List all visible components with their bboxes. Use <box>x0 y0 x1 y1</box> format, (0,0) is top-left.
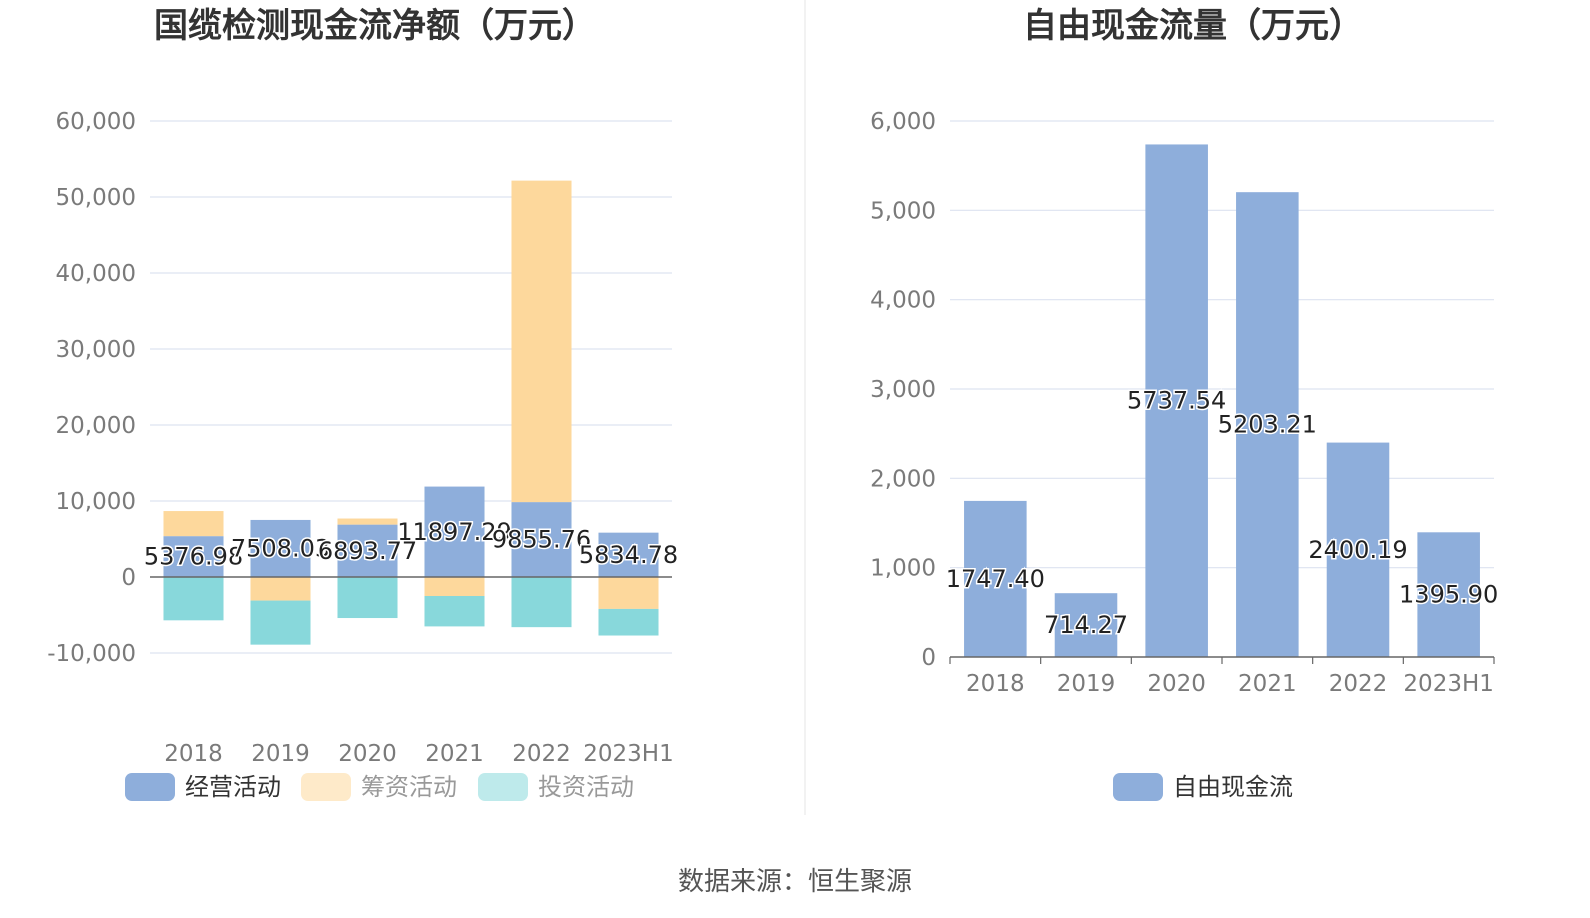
left-chart-title: 国缆检测现金流净额（万元） <box>154 6 596 46</box>
bar-series-1 <box>337 518 398 525</box>
x-tick-label: 2022 <box>512 741 571 767</box>
bar-primary <box>1236 192 1299 657</box>
bar-series-2 <box>337 577 398 619</box>
x-tick-label: 2022 <box>1329 671 1388 697</box>
x-tick-label: 2019 <box>251 741 310 767</box>
y-tick-label: 2,000 <box>870 466 936 492</box>
bar-series-2 <box>598 608 659 636</box>
left-legend: 经营活动 筹资活动 投资活动 <box>125 773 634 801</box>
x-tick-label: 2020 <box>1147 671 1206 697</box>
x-tick-label: 2021 <box>1238 671 1297 697</box>
bar-series-2 <box>424 596 485 627</box>
data-label: 11897.29 <box>397 518 512 546</box>
x-tick-label: 2021 <box>425 741 484 767</box>
x-tick-label: 2018 <box>966 671 1025 697</box>
y-tick-label: 0 <box>121 565 136 591</box>
legend-swatch[interactable] <box>301 773 351 801</box>
x-tick-label: 2023H1 <box>583 741 673 767</box>
bar-primary <box>1326 442 1390 657</box>
data-label: 5834.78 <box>579 541 678 569</box>
bar-series-2 <box>163 577 224 621</box>
bar-series-1 <box>511 180 572 503</box>
data-label: 7508.03 <box>231 534 330 562</box>
y-tick-label: 0 <box>921 645 936 671</box>
legend-swatch[interactable] <box>1113 773 1163 801</box>
y-tick-label: 40,000 <box>56 261 136 287</box>
x-tick-label: 2019 <box>1057 671 1116 697</box>
legend-label[interactable]: 投资活动 <box>538 773 634 801</box>
legend-label[interactable]: 自由现金流 <box>1173 773 1293 801</box>
data-source: 数据来源：恒生聚源 <box>678 867 912 897</box>
data-label: 6893.77 <box>318 537 417 565</box>
data-label: 714.27 <box>1044 611 1128 639</box>
bar-series-1 <box>163 511 224 537</box>
y-tick-label: 20,000 <box>56 413 136 439</box>
legend-label[interactable]: 筹资活动 <box>361 773 457 801</box>
bar-primary <box>424 486 485 577</box>
bar-series-2 <box>250 600 311 645</box>
y-tick-label: 5,000 <box>870 198 936 224</box>
x-tick-label: 2018 <box>164 741 223 767</box>
y-tick-label: 60,000 <box>56 109 136 135</box>
y-tick-label: 4,000 <box>870 288 936 314</box>
free-cashflow-chart: 0 1,000 2,000 3,000 4,000 5,000 6,000 2018 2019 2… <box>870 109 1500 697</box>
legend-label[interactable]: 经营活动 <box>185 773 281 801</box>
data-label: 2400.19 <box>1308 536 1407 564</box>
bar-primary <box>163 536 224 577</box>
y-tick-label: 6,000 <box>870 109 936 135</box>
legend-swatch[interactable] <box>478 773 528 801</box>
y-tick-label: 3,000 <box>870 377 936 403</box>
bar-series-1 <box>598 577 659 609</box>
data-label: 1747.40 <box>946 565 1045 593</box>
data-label: 1395.90 <box>1399 581 1498 609</box>
data-label: 5376.98 <box>144 543 243 571</box>
bar-primary <box>250 519 311 577</box>
y-tick-label: 1,000 <box>870 556 936 582</box>
data-label: 5737.54 <box>1127 387 1226 415</box>
y-tick-label: -10,000 <box>47 641 136 667</box>
cashflow-net-chart: -10,000 0 10,000 20,000 30,000 40,000 50,000 60… <box>47 109 679 767</box>
x-tick-label: 2020 <box>338 741 397 767</box>
legend-swatch[interactable] <box>125 773 175 801</box>
right-chart-title: 自由现金流量（万元） <box>1023 6 1363 46</box>
bar-series-1 <box>424 577 485 596</box>
bar-primary <box>1145 144 1208 658</box>
bar-series-2 <box>511 577 572 628</box>
y-tick-label: 30,000 <box>56 337 136 363</box>
bar-primary <box>337 524 398 577</box>
bar-primary <box>598 532 659 577</box>
data-label: 5203.21 <box>1218 411 1317 439</box>
bar-primary <box>964 500 1027 657</box>
bar-primary <box>1417 532 1480 657</box>
y-tick-label: 10,000 <box>56 489 136 515</box>
bar-series-1 <box>250 577 311 601</box>
right-legend: 自由现金流 <box>1113 773 1293 801</box>
bar-primary <box>511 502 572 577</box>
bar-primary <box>1054 593 1118 657</box>
y-tick-label: 50,000 <box>56 185 136 211</box>
data-label: 9855.76 <box>492 526 591 554</box>
x-tick-label: 2023H1 <box>1403 671 1493 697</box>
